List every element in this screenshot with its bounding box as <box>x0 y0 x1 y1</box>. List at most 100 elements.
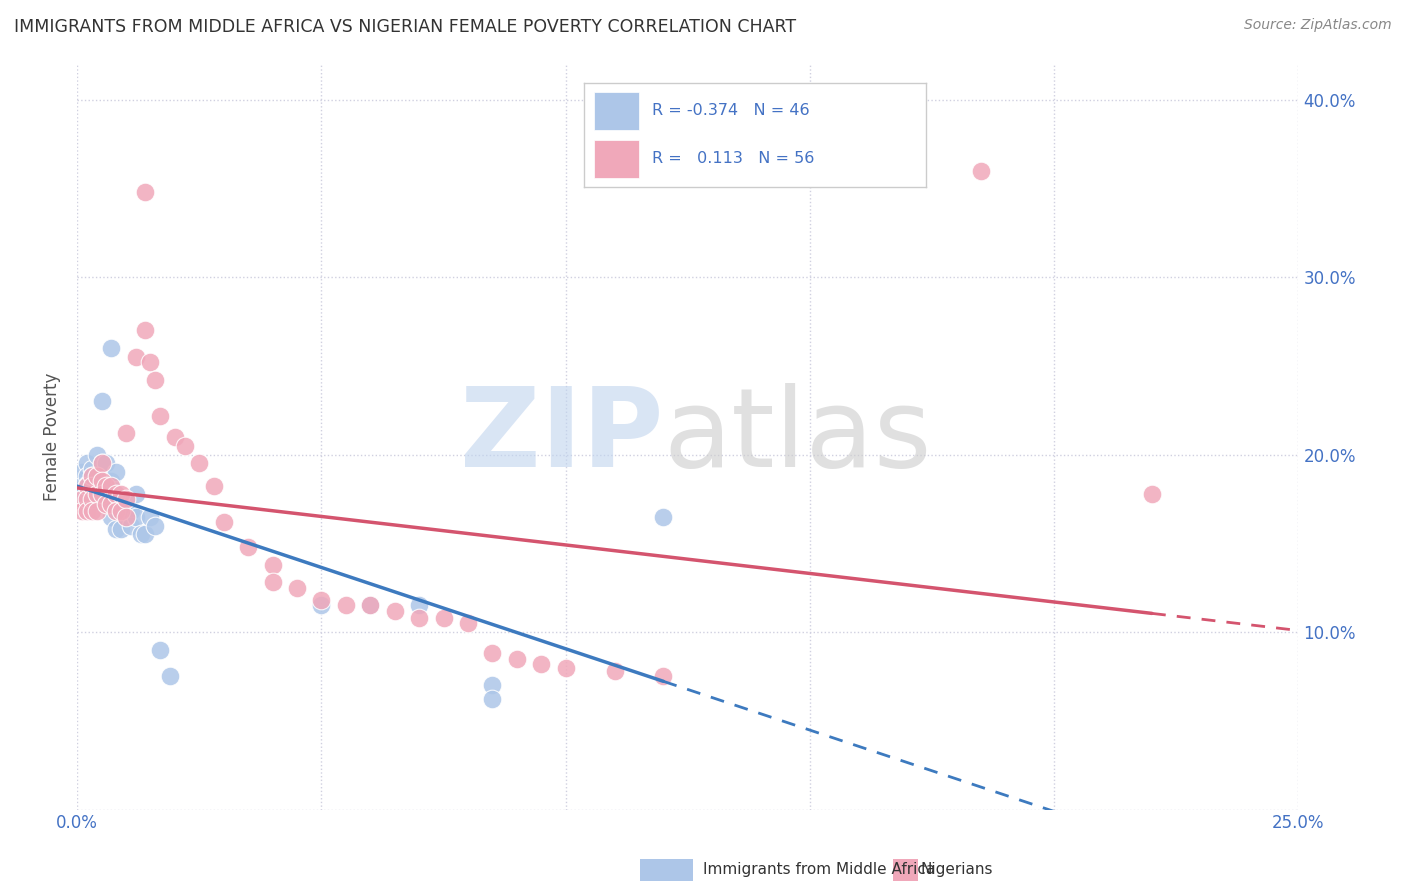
Point <box>311 593 333 607</box>
Point <box>202 479 225 493</box>
Point <box>129 527 152 541</box>
Point <box>149 642 172 657</box>
Point <box>359 599 381 613</box>
Point <box>70 486 93 500</box>
Point <box>110 504 132 518</box>
Point <box>100 479 122 493</box>
Point <box>125 509 148 524</box>
Point <box>143 373 166 387</box>
Point <box>506 651 529 665</box>
Point <box>110 522 132 536</box>
Point <box>115 491 138 506</box>
Y-axis label: Female Poverty: Female Poverty <box>44 373 60 501</box>
Point <box>100 497 122 511</box>
Point <box>96 491 118 506</box>
Point <box>90 474 112 488</box>
Text: ZIP: ZIP <box>460 384 664 491</box>
Point <box>432 611 454 625</box>
Point <box>80 491 103 506</box>
Point <box>80 462 103 476</box>
Point <box>105 465 128 479</box>
Point <box>96 457 118 471</box>
Point <box>100 341 122 355</box>
Point <box>96 474 118 488</box>
Text: Nigerians: Nigerians <box>921 863 994 877</box>
Point <box>139 509 162 524</box>
Point <box>96 479 118 493</box>
Point <box>76 504 98 518</box>
Text: atlas: atlas <box>664 384 932 491</box>
Point <box>86 468 108 483</box>
Point <box>90 486 112 500</box>
Point <box>134 527 156 541</box>
Point <box>530 657 553 671</box>
Point <box>115 509 138 524</box>
Point <box>76 468 98 483</box>
Point <box>262 558 284 572</box>
Point <box>285 581 308 595</box>
Point <box>76 457 98 471</box>
Text: IMMIGRANTS FROM MIDDLE AFRICA VS NIGERIAN FEMALE POVERTY CORRELATION CHART: IMMIGRANTS FROM MIDDLE AFRICA VS NIGERIA… <box>14 18 796 36</box>
Point <box>76 486 98 500</box>
Point <box>236 540 259 554</box>
Point <box>105 486 128 500</box>
Point <box>76 477 98 491</box>
Point <box>115 504 138 518</box>
Point <box>335 599 357 613</box>
Point <box>105 522 128 536</box>
Point <box>384 604 406 618</box>
Point <box>652 669 675 683</box>
Point <box>86 448 108 462</box>
Point <box>1140 486 1163 500</box>
Point <box>163 430 186 444</box>
Point <box>86 504 108 518</box>
Point <box>134 185 156 199</box>
Point <box>86 486 108 500</box>
Point <box>212 515 235 529</box>
Point <box>408 599 430 613</box>
Point <box>80 479 103 493</box>
Point <box>90 394 112 409</box>
Point <box>120 518 142 533</box>
Point <box>80 504 103 518</box>
Point <box>481 646 503 660</box>
Point <box>481 678 503 692</box>
Point <box>139 355 162 369</box>
Point <box>652 509 675 524</box>
Point <box>105 504 128 518</box>
Text: Source: ZipAtlas.com: Source: ZipAtlas.com <box>1244 18 1392 32</box>
Point <box>80 491 103 506</box>
Point <box>115 426 138 441</box>
Point <box>149 409 172 423</box>
Point <box>359 599 381 613</box>
Point <box>173 439 195 453</box>
Point <box>96 497 118 511</box>
Point <box>80 468 103 483</box>
Point <box>110 486 132 500</box>
Text: Immigrants from Middle Africa: Immigrants from Middle Africa <box>703 863 935 877</box>
Point <box>70 465 93 479</box>
Point <box>554 660 576 674</box>
Point <box>105 491 128 506</box>
Point <box>457 616 479 631</box>
Point <box>188 457 211 471</box>
Point <box>311 599 333 613</box>
Point <box>80 479 103 493</box>
Point <box>603 664 626 678</box>
Point <box>262 575 284 590</box>
Point <box>110 491 132 506</box>
Point <box>90 457 112 471</box>
Point <box>86 468 108 483</box>
Point <box>70 491 93 506</box>
Point <box>143 518 166 533</box>
Point <box>100 509 122 524</box>
Point <box>970 163 993 178</box>
Point <box>76 491 98 506</box>
Point <box>90 474 112 488</box>
Point <box>86 479 108 493</box>
Point <box>134 323 156 337</box>
Point <box>125 350 148 364</box>
Point <box>481 692 503 706</box>
Point <box>159 669 181 683</box>
Point <box>70 479 93 493</box>
